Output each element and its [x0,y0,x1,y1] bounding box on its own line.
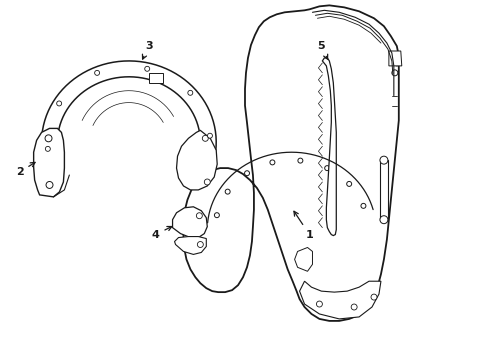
Circle shape [57,101,61,106]
Polygon shape [388,51,401,66]
Polygon shape [41,61,216,170]
Text: 4: 4 [151,226,171,239]
Polygon shape [176,130,217,190]
Polygon shape [322,58,336,235]
Circle shape [360,203,365,208]
Polygon shape [174,237,206,255]
Circle shape [346,181,351,186]
Circle shape [224,189,230,194]
Circle shape [196,213,202,219]
Circle shape [144,66,149,71]
Text: 2: 2 [16,162,35,177]
Circle shape [350,304,356,310]
Circle shape [45,147,50,151]
Text: 3: 3 [142,41,152,59]
Circle shape [202,135,208,141]
Polygon shape [379,160,387,220]
Circle shape [269,160,274,165]
Polygon shape [172,207,207,238]
Circle shape [197,242,203,247]
Circle shape [46,181,53,188]
Circle shape [393,60,399,66]
Text: 1: 1 [293,211,313,239]
Circle shape [370,294,376,300]
Circle shape [379,216,387,224]
Circle shape [316,301,322,307]
Circle shape [207,133,212,138]
Circle shape [379,156,387,164]
Circle shape [204,179,210,185]
Polygon shape [148,73,163,83]
Circle shape [297,158,302,163]
Circle shape [324,166,329,171]
Circle shape [244,171,249,176]
Circle shape [214,213,219,218]
Circle shape [187,90,192,95]
Circle shape [391,70,397,76]
Polygon shape [183,5,398,321]
Circle shape [95,71,100,75]
Circle shape [45,135,52,142]
Polygon shape [294,247,312,271]
Polygon shape [34,129,64,197]
Text: 5: 5 [317,41,327,59]
Polygon shape [299,281,380,319]
